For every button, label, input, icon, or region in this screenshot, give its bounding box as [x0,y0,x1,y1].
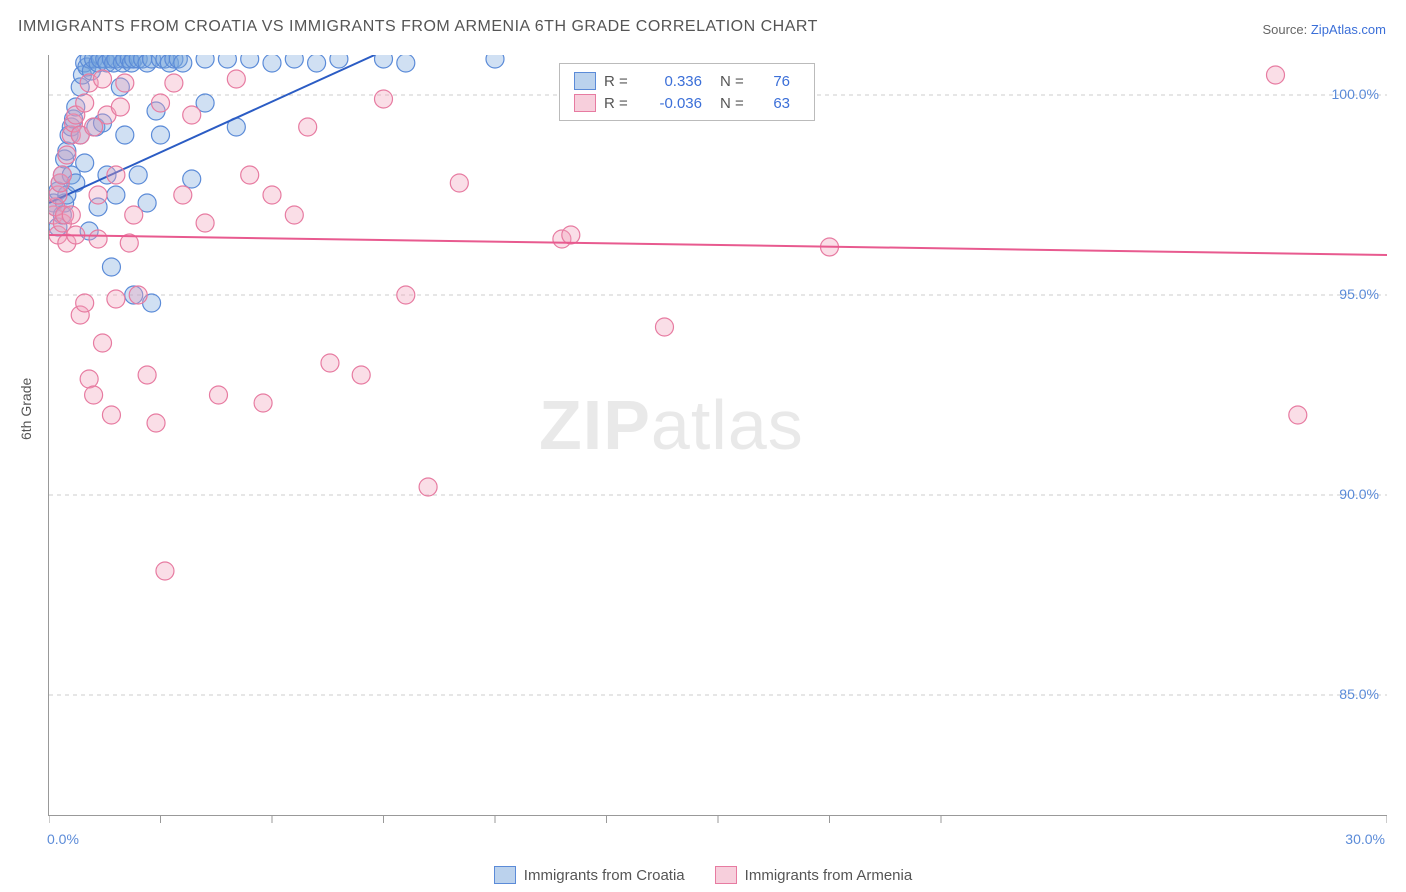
data-point [138,366,156,384]
source-attribution: Source: ZipAtlas.com [1262,22,1386,37]
data-point [397,286,415,304]
data-point [107,166,125,184]
data-point [102,258,120,276]
data-point [1267,66,1285,84]
data-point [116,74,134,92]
legend-label: Immigrants from Croatia [524,867,685,884]
data-point [218,55,236,68]
plot-area: ZIPatlas R = 0.336 N = 76 R = -0.036 N =… [48,55,1387,816]
legend-item: Immigrants from Armenia [715,866,913,884]
source-link[interactable]: ZipAtlas.com [1311,22,1386,37]
legend-stats-row: R = -0.036 N = 63 [574,92,800,114]
data-point [285,206,303,224]
data-point [486,55,504,68]
legend-series: Immigrants from Croatia Immigrants from … [0,866,1406,884]
trend-line [49,235,1387,255]
legend-swatch [715,866,737,884]
data-point [62,206,80,224]
data-point [352,366,370,384]
y-tick-label: 95.0% [1339,286,1379,302]
data-point [76,94,94,112]
data-point [183,170,201,188]
chart-title: IMMIGRANTS FROM CROATIA VS IMMIGRANTS FR… [18,18,818,36]
y-tick-label: 85.0% [1339,686,1379,702]
data-point [58,146,76,164]
data-point [85,386,103,404]
chart-svg [49,55,1387,835]
data-point [450,174,468,192]
data-point [152,94,170,112]
data-point [116,126,134,144]
data-point [241,166,259,184]
data-point [94,70,112,88]
n-label: N = [720,95,752,112]
data-point [397,55,415,72]
data-point [285,55,303,68]
data-point [80,370,98,388]
data-point [375,90,393,108]
r-value: -0.036 [644,95,702,112]
r-value: 0.336 [644,73,702,90]
data-point [1289,406,1307,424]
data-point [94,334,112,352]
data-point [375,55,393,68]
legend-stats: R = 0.336 N = 76 R = -0.036 N = 63 [559,63,815,121]
data-point [156,562,174,580]
data-point [174,186,192,204]
data-point [125,206,143,224]
x-tick-label: 0.0% [47,831,79,847]
data-point [263,55,281,72]
data-point [174,55,192,72]
legend-swatch [494,866,516,884]
n-label: N = [720,73,752,90]
data-point [152,126,170,144]
legend-swatch [574,72,596,90]
data-point [419,478,437,496]
r-label: R = [604,95,636,112]
data-point [196,214,214,232]
data-point [183,106,201,124]
source-prefix: Source: [1262,22,1310,37]
data-point [147,414,165,432]
data-point [76,154,94,172]
data-point [227,70,245,88]
data-point [321,354,339,372]
data-point [308,55,326,72]
data-point [196,55,214,68]
data-point [89,230,107,248]
legend-label: Immigrants from Armenia [745,867,913,884]
y-tick-label: 90.0% [1339,486,1379,502]
data-point [53,166,71,184]
data-point [165,74,183,92]
r-label: R = [604,73,636,90]
legend-item: Immigrants from Croatia [494,866,685,884]
data-point [330,55,348,68]
n-value: 76 [760,73,790,90]
data-point [89,186,107,204]
data-point [129,286,147,304]
data-point [562,226,580,244]
data-point [209,386,227,404]
data-point [129,166,147,184]
n-value: 63 [760,95,790,112]
x-tick-label: 30.0% [1345,831,1385,847]
data-point [241,55,259,68]
data-point [254,394,272,412]
data-point [76,294,94,312]
legend-stats-row: R = 0.336 N = 76 [574,70,800,92]
data-point [111,98,129,116]
y-tick-label: 100.0% [1332,86,1379,102]
data-point [107,186,125,204]
data-point [107,290,125,308]
data-point [102,406,120,424]
y-axis-label: 6th Grade [18,378,34,440]
legend-swatch [574,94,596,112]
data-point [655,318,673,336]
data-point [299,118,317,136]
data-point [263,186,281,204]
